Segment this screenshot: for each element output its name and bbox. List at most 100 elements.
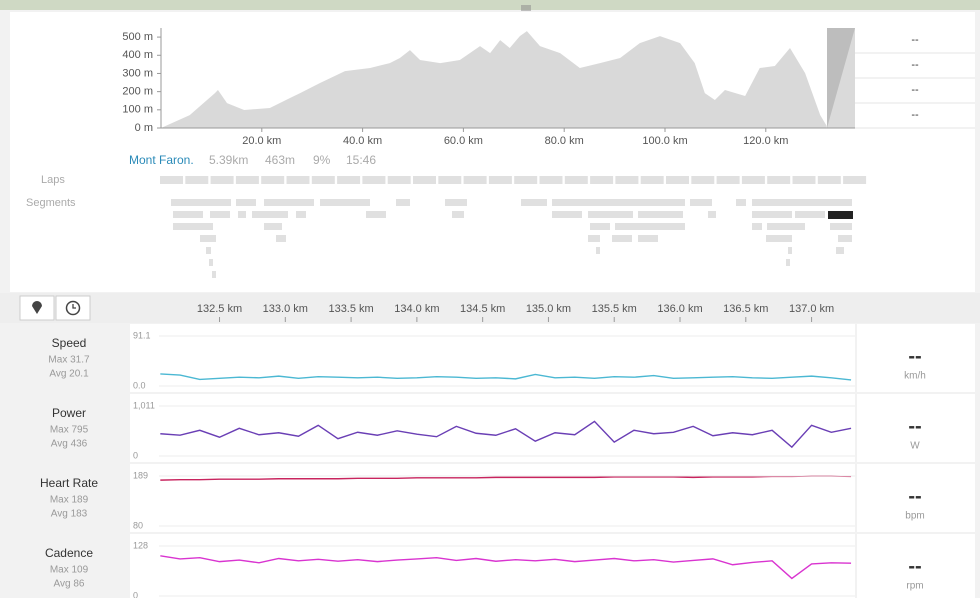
plot-cell	[130, 464, 855, 532]
value-cell	[857, 394, 975, 462]
x-tick-label: 134.5 km	[460, 303, 505, 315]
x-tick-label: 100.0 km	[642, 135, 687, 147]
metric-name: Heart Rate	[40, 476, 98, 490]
lap-bar	[235, 176, 259, 184]
label-cell	[10, 394, 128, 462]
plot-cell	[130, 394, 855, 462]
lap-bar	[261, 176, 285, 184]
resize-handle[interactable]	[521, 5, 531, 11]
lap-bar	[767, 176, 791, 184]
value-cell	[857, 464, 975, 532]
y-tick-label: 100 m	[122, 104, 153, 116]
plot-cell	[130, 534, 855, 598]
y-tick-label: 200 m	[122, 86, 153, 98]
zoom-window-shade	[827, 28, 855, 128]
metric-unit: rpm	[906, 581, 923, 592]
lap-bar	[413, 176, 436, 184]
y-tick-label: 0 m	[135, 122, 153, 134]
elevation-area	[161, 31, 827, 128]
x-tick-label: 40.0 km	[343, 135, 382, 147]
segment-name[interactable]: Mont Faron.	[129, 153, 194, 167]
lap-bar	[463, 176, 487, 184]
lap-bar	[792, 176, 816, 184]
y-tick-label: 0	[133, 450, 138, 460]
lap-bar	[564, 176, 588, 184]
metric-max: Max 109	[50, 565, 89, 576]
y-tick-label: 0.0	[133, 380, 146, 390]
label-cell	[10, 464, 128, 532]
x-tick-label: 137.0 km	[789, 303, 834, 315]
metric-current: --	[908, 345, 921, 367]
metric-name: Cadence	[45, 546, 93, 560]
metric-unit: bpm	[905, 511, 924, 522]
laps-label: Laps	[41, 174, 65, 186]
active-segment[interactable]	[828, 211, 853, 219]
label-cell	[10, 324, 128, 392]
lap-bar	[615, 176, 639, 184]
plot-cell	[130, 324, 855, 392]
x-tick-label: 133.0 km	[263, 303, 308, 315]
metric-max: Max 189	[50, 495, 89, 506]
x-tick-label: 133.5 km	[328, 303, 373, 315]
lap-bar	[311, 176, 335, 184]
lap-bar	[362, 176, 386, 184]
label-cell	[10, 534, 128, 598]
y-tick-label: 0	[133, 590, 138, 598]
metric-current: --	[908, 415, 921, 437]
stat-value: --	[911, 34, 919, 46]
metric-max: Max 795	[50, 425, 89, 436]
x-tick-label: 80.0 km	[545, 135, 584, 147]
metric-avg: Avg 436	[51, 439, 88, 450]
value-cell	[857, 534, 975, 598]
segment-elevation: 463m	[265, 153, 295, 167]
x-tick-label: 136.5 km	[723, 303, 768, 315]
metric-avg: Avg 20.1	[49, 369, 89, 380]
metric-current: --	[908, 485, 921, 507]
lap-bar	[666, 176, 689, 184]
lap-bar	[539, 176, 563, 184]
x-tick-label: 120.0 km	[743, 135, 788, 147]
metric-name: Power	[52, 406, 86, 420]
lap-bar	[817, 176, 841, 184]
metric-line	[160, 555, 852, 580]
y-tick-label: 500 m	[122, 31, 153, 43]
lap-bar	[691, 176, 715, 184]
lap-bar	[286, 176, 310, 184]
clock-button[interactable]	[55, 295, 91, 321]
y-tick-label: 400 m	[122, 49, 153, 61]
y-tick-label: 1,011	[133, 400, 155, 410]
lap-bar	[514, 176, 538, 184]
lap-bar	[488, 176, 512, 184]
lap-bar	[716, 176, 740, 184]
lap-bar	[590, 176, 614, 184]
metric-line	[160, 373, 852, 381]
metric-line	[160, 475, 852, 481]
metric-avg: Avg 183	[51, 509, 88, 520]
y-tick-label: 300 m	[122, 67, 153, 79]
segment-time: 15:46	[346, 153, 376, 167]
lap-bar	[210, 176, 234, 184]
x-tick-label: 134.0 km	[394, 303, 439, 315]
x-tick-label: 136.0 km	[657, 303, 702, 315]
zoom-toolbar	[0, 293, 980, 323]
metric-line	[160, 420, 852, 449]
y-tick-label: 91.1	[133, 330, 151, 340]
value-cell	[857, 324, 975, 392]
lap-bar	[640, 176, 664, 184]
metric-current: --	[908, 555, 921, 577]
metric-max: Max 31.7	[48, 355, 90, 366]
lap-bar	[387, 176, 411, 184]
segment-bars	[171, 199, 852, 278]
segment-grade: 9%	[313, 153, 331, 167]
lap-bar	[843, 176, 867, 184]
x-tick-label: 60.0 km	[444, 135, 483, 147]
map-strip	[0, 0, 980, 10]
x-tick-label: 132.5 km	[197, 303, 242, 315]
x-tick-label: 135.5 km	[592, 303, 637, 315]
lap-bar	[741, 176, 765, 184]
metric-unit: W	[910, 441, 920, 452]
x-tick-label: 135.0 km	[526, 303, 571, 315]
pin-button[interactable]	[19, 295, 55, 321]
stat-value: --	[911, 109, 919, 121]
